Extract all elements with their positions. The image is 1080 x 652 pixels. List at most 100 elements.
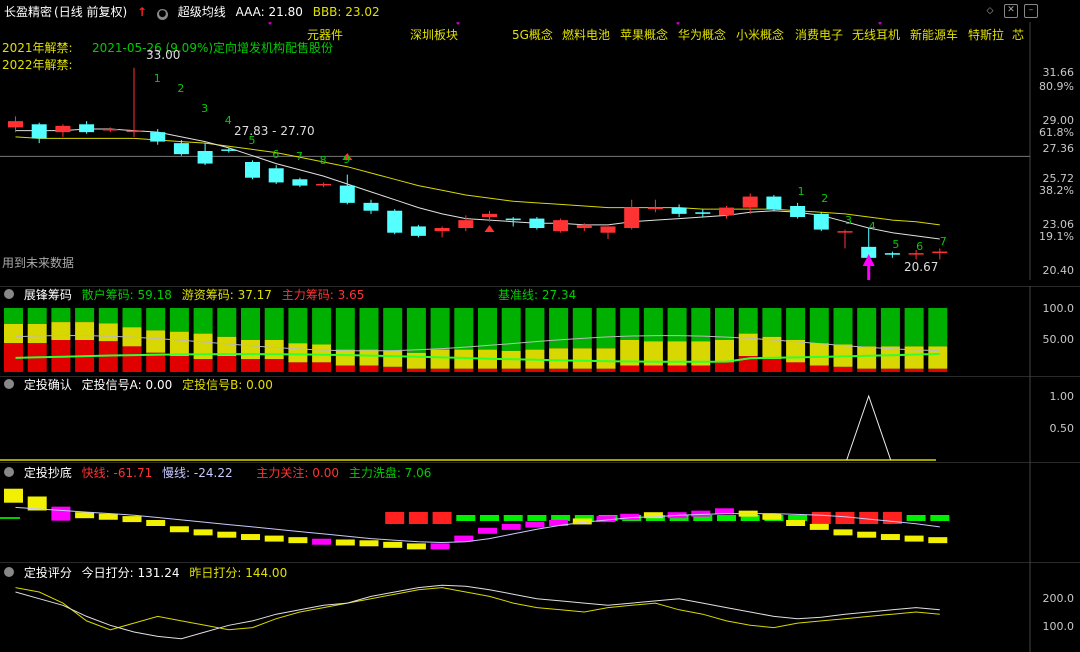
main-wash-bar [906, 515, 926, 521]
concept-label[interactable]: 苹果概念 [620, 28, 669, 42]
candle-body [766, 196, 782, 210]
concept-label[interactable]: 华为概念 [678, 28, 727, 42]
candle-body [837, 231, 853, 233]
hot-chip-bar [169, 331, 189, 356]
candle-body [31, 124, 47, 139]
marker-dot [268, 22, 272, 25]
fast-line-bar [122, 516, 142, 523]
candle-body [813, 213, 829, 230]
concept-label[interactable]: 特斯拉 [968, 28, 1005, 42]
invest-name[interactable]: 定投确认 [23, 378, 72, 392]
retail-chip-bar [549, 308, 569, 349]
price-y-tick: 23.06 [1042, 218, 1075, 231]
candle-body [482, 213, 497, 217]
fast-line-bar [98, 513, 118, 520]
concept-label[interactable]: 5G概念 [512, 28, 553, 42]
hot-chip-bar [691, 341, 711, 366]
main-chip-bar [691, 365, 711, 372]
main-chip-bar [928, 368, 948, 372]
baseline-label: 基准线: 27.34 [498, 288, 577, 302]
candle-body [671, 207, 687, 214]
invest-y-tick: 1.00 [1049, 390, 1075, 403]
price-y-tick: 61.8% [1039, 126, 1074, 139]
candle-body [197, 151, 213, 164]
score-line-chart [0, 562, 1080, 652]
hot-chip-bar [880, 346, 900, 369]
close-icon[interactable]: ✕ [1004, 4, 1018, 18]
retail-chip-bar [264, 308, 284, 340]
bottom-settings-icon[interactable] [4, 467, 14, 477]
hot-chip-bar [596, 348, 616, 369]
chips-name[interactable]: 展锋筹码 [23, 288, 72, 302]
score-y-tick: 200.0 [1042, 592, 1075, 605]
concept-label[interactable]: 芯 [1012, 28, 1025, 42]
fast-line-bar [833, 529, 853, 536]
settings-icon[interactable]: ● [156, 9, 168, 20]
candle-body [553, 220, 569, 232]
minimize-icon[interactable]: – [1024, 4, 1038, 18]
chips-panel: 展锋筹码 散户筹码: 59.18 游资筹码: 37.17 主力筹码: 3.65 … [0, 286, 1080, 376]
main-wash-bar [432, 512, 452, 524]
fast-line-bar [359, 540, 379, 547]
fast-line-bar [454, 535, 474, 542]
retail-chip-bar [643, 308, 663, 342]
main-chip-bar [430, 368, 450, 372]
concept-label[interactable]: 小米概念 [736, 28, 785, 42]
hot-chip-bar [904, 346, 924, 369]
bottom-name[interactable]: 定投抄底 [23, 466, 72, 480]
score-name[interactable]: 定投评分 [23, 566, 72, 580]
fast-line-bar [809, 523, 829, 530]
signal-a: 定投信号A: 0.00 [81, 378, 173, 392]
invest-settings-icon[interactable] [4, 379, 14, 389]
concept-label[interactable]: 新能源车 [910, 28, 959, 42]
hot-chip-bar [715, 340, 734, 363]
main-chip-bar [4, 343, 23, 372]
fast-line-bar [478, 527, 497, 534]
concept-label[interactable]: 深圳板块 [410, 28, 459, 42]
hot-chip-bar [383, 350, 403, 367]
diamond-icon[interactable]: ◇ [986, 6, 994, 16]
concept-label[interactable]: 元器件 [307, 28, 344, 42]
hot-chip-bar [572, 348, 592, 369]
retail-chips: 散户筹码: 59.18 [81, 288, 172, 302]
price-y-tick: 80.9% [1039, 80, 1074, 93]
candle-body [790, 206, 806, 217]
unlock-2022-label: 2022年解禁: [2, 58, 73, 72]
main-chip-bar [904, 368, 924, 372]
price-y-tick: 31.66 [1042, 66, 1075, 79]
main-wash-bar [717, 515, 736, 521]
signal-b: 定投信号B: 0.00 [182, 378, 273, 392]
score-settings-icon[interactable] [4, 567, 14, 577]
main-chip-bar [312, 362, 332, 372]
concept-label[interactable]: 无线耳机 [852, 28, 901, 42]
count-label: 5 [892, 238, 900, 251]
chips-settings-icon[interactable] [4, 289, 14, 299]
retail-chip-bar [928, 308, 948, 347]
candle-body [410, 226, 426, 236]
retail-chip-bar [904, 308, 924, 347]
invest-signal-chart [0, 376, 1080, 462]
bottom-header: 定投抄底 快线: -61.71 慢线: -24.22 主力关注: 0.00 主力… [4, 464, 1080, 480]
hot-chip-bar [51, 322, 71, 340]
marker-dot [878, 22, 882, 25]
fast-line-bar [430, 543, 450, 550]
retail-chip-bar [786, 308, 806, 340]
main-chip-bar [122, 346, 142, 372]
hot-chip-bar [217, 336, 237, 356]
count-label: 6 [916, 240, 924, 253]
candle-body [102, 129, 118, 131]
concept-label[interactable]: 燃料电池 [562, 28, 611, 42]
main-wash-bar [788, 515, 808, 521]
fast-line-bar [169, 526, 189, 533]
count-label: 1 [797, 185, 805, 198]
fast-line-bar [288, 537, 308, 544]
count-label: 4 [224, 114, 232, 127]
stock-name[interactable]: 长盈精密 [4, 5, 53, 19]
fast-line-bar [691, 510, 711, 517]
indicator-name[interactable]: 超级均线 [177, 5, 226, 19]
period-label[interactable]: (日线 前复权) [54, 5, 128, 19]
retail-chip-bar [501, 308, 521, 351]
concept-label[interactable]: 消费电子 [795, 28, 844, 42]
price-y-tick: 27.36 [1042, 142, 1075, 155]
candle-body [173, 143, 189, 155]
